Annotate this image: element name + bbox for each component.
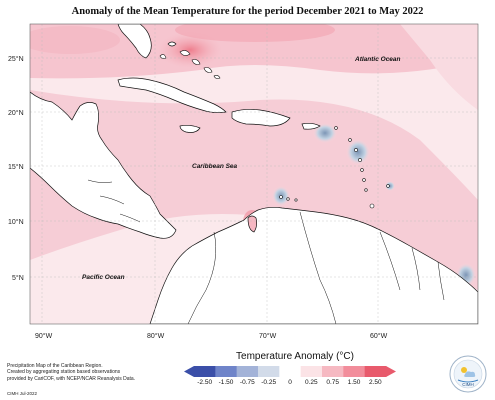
legend-colorbar xyxy=(184,366,396,377)
anomaly-hotspot-west xyxy=(30,26,120,54)
logo-sun-icon xyxy=(461,367,467,373)
legend-ticks: -2.50 -1.50 -0.75 -0.25 0 0.25 0.75 1.50 2.50 xyxy=(0,379,495,389)
legend-arrow-high xyxy=(386,366,396,377)
lon-tick-80: 80°W xyxy=(147,332,165,340)
legend-cell xyxy=(364,366,387,377)
lat-tick-5: 5°N xyxy=(12,274,24,282)
legend-tick-label: 2.50 xyxy=(369,379,382,386)
anomaly-hotspot-north xyxy=(175,24,335,42)
lat-tick-15: 15°N xyxy=(8,163,24,171)
land-south-america xyxy=(149,206,478,324)
graticule xyxy=(30,24,478,324)
lake-maracaibo xyxy=(247,215,258,233)
land-hispaniola xyxy=(231,108,291,127)
label-caribbean-sea: Caribbean Sea xyxy=(192,163,238,170)
land-central-america xyxy=(30,91,177,239)
legend-tick-label: -1.50 xyxy=(218,379,234,386)
logo-text: CIMH xyxy=(462,382,474,387)
credits-line-2: Created by aggregating station based obs… xyxy=(7,369,121,376)
country-borders xyxy=(87,179,445,324)
legend-cell xyxy=(343,366,365,377)
lesser-antilles xyxy=(279,126,390,209)
legend-arrow-low xyxy=(184,366,194,377)
legend-tick-label: -2.50 xyxy=(197,379,213,386)
legend-cell xyxy=(215,366,237,377)
map-title: Anomaly of the Mean Temperature for the … xyxy=(71,6,424,17)
legend-cell xyxy=(300,366,323,377)
land-cuba xyxy=(117,77,227,114)
credits: Precipitation Map of the Caribbean Regio… xyxy=(7,363,157,396)
logo-cloud-icon xyxy=(464,371,476,377)
cimh-logo: CIMH xyxy=(449,355,487,393)
legend-cell xyxy=(279,366,301,377)
legend-title: Temperature Anomaly (°C) xyxy=(236,351,354,362)
legend-tick-label: 0.75 xyxy=(326,379,339,386)
bahamas xyxy=(159,41,221,79)
legend-tick-label: 1.50 xyxy=(347,379,361,386)
land-puerto-rico xyxy=(301,122,321,130)
credits-line-3: provided by CariCOF, with NCEP/NCAR Rean… xyxy=(7,375,136,382)
anomaly-hotspot-bahamas xyxy=(158,32,222,68)
legend-tick-label: -0.75 xyxy=(239,379,255,386)
lat-tick-20: 20°N xyxy=(8,109,24,117)
cool-spot-virgin-islands xyxy=(313,123,337,143)
lat-tick-10: 10°N xyxy=(8,218,24,226)
legend-tick-label: 0 xyxy=(288,379,292,386)
land xyxy=(30,24,478,324)
legend-cell xyxy=(322,366,344,377)
legend-cell xyxy=(258,366,280,377)
label-atlantic-ocean: Atlantic Ocean xyxy=(354,56,401,63)
land-jamaica xyxy=(179,124,201,133)
credits-line-1: Precipitation Map of the Caribbean Regio… xyxy=(7,363,103,369)
legend-cell xyxy=(236,366,259,377)
lon-tick-60: 60°W xyxy=(370,332,388,340)
legend-cell xyxy=(194,366,216,377)
lat-tick-25: 25°N xyxy=(8,55,24,63)
lon-tick-70: 70°W xyxy=(259,332,277,340)
land-florida xyxy=(117,24,152,59)
anomaly-band-east xyxy=(400,24,478,110)
map-frame xyxy=(29,23,479,325)
lon-tick-90: 90°W xyxy=(35,332,53,340)
label-pacific-ocean: Pacific Ocean xyxy=(82,274,125,281)
cool-spot-leewards xyxy=(346,139,370,165)
legend-tick-label: -0.25 xyxy=(261,379,277,386)
cool-spot-barbados xyxy=(385,181,395,191)
legend-tick-label: 0.25 xyxy=(305,379,318,386)
credits-footnote: CIMH Jul-2022 xyxy=(7,391,38,396)
